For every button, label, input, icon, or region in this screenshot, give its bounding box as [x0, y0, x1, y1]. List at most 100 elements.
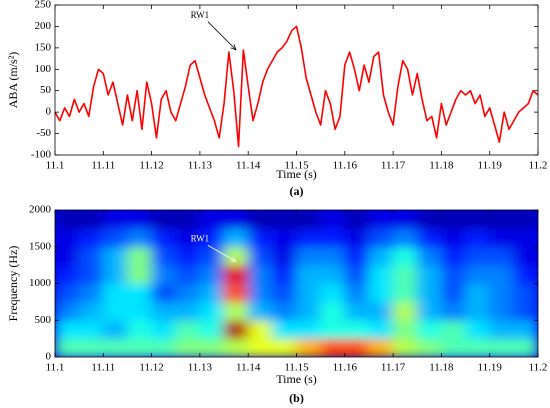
y-tick-label: 0 — [46, 106, 52, 118]
heatmap-cell — [175, 227, 201, 248]
heatmap-cell — [513, 264, 538, 284]
y-tick-label: 0 — [46, 351, 52, 363]
heatmap-cell — [320, 246, 346, 266]
heatmap-cell — [271, 264, 297, 284]
heatmap-cell — [247, 301, 273, 321]
x-tick-label: 11.13 — [188, 160, 213, 172]
x-tick-label: 11.2 — [529, 362, 548, 374]
y-axis-label: ABA (m/s²) — [6, 52, 20, 109]
x-tick-label: 11.12 — [139, 160, 163, 172]
heatmap-cell — [440, 246, 467, 266]
heatmap-cell — [465, 210, 491, 229]
y-tick-label: 50 — [40, 84, 52, 96]
heatmap-cell — [513, 319, 538, 340]
x-tick-label: 11.11 — [91, 160, 115, 172]
heatmap-cell — [416, 301, 442, 321]
y-tick-label: 500 — [35, 314, 52, 326]
heatmap-cell — [102, 319, 128, 340]
heatmap-cell — [296, 246, 322, 266]
heatmap-cell — [513, 210, 538, 229]
heatmap-cell — [223, 301, 249, 321]
x-tick-label: 11.16 — [333, 160, 358, 172]
heatmap-cell — [296, 283, 322, 303]
heatmap-cell — [465, 227, 491, 248]
heatmap-cell — [78, 301, 104, 321]
annotation-text: RW1 — [191, 233, 210, 243]
heatmap-cell — [102, 338, 128, 357]
heatmap-cell — [368, 227, 394, 248]
x-tick-label: 11.18 — [429, 160, 454, 172]
heatmap-cell — [392, 283, 418, 303]
heatmap-cell — [392, 319, 418, 340]
heatmap-cell — [416, 338, 442, 357]
heatmap-cell — [175, 210, 201, 229]
x-tick-label: 11.11 — [91, 362, 115, 374]
heatmap-cell — [344, 319, 370, 340]
x-tick-label: 11.12 — [139, 362, 163, 374]
heatmap-cell — [55, 246, 80, 266]
heatmap-cell — [392, 264, 418, 284]
heatmap-cell — [223, 338, 249, 357]
x-tick-label: 11.19 — [478, 160, 503, 172]
heatmap-cell — [489, 319, 515, 340]
heatmap-cell — [126, 319, 153, 340]
heatmap-cell — [102, 210, 128, 229]
heatmap-cell — [465, 301, 491, 321]
heatmap-cell — [344, 210, 370, 229]
heatmap-cell — [368, 338, 394, 357]
heatmap-cell — [271, 338, 297, 357]
heatmap-cell — [465, 319, 491, 340]
heatmap-cell — [489, 301, 515, 321]
heatmap-cell — [55, 227, 80, 248]
heatmap-cell — [151, 301, 177, 321]
x-tick-label: 11.14 — [236, 362, 261, 374]
x-tick-label: 11.15 — [284, 362, 309, 374]
x-tick-label: 11.13 — [188, 362, 213, 374]
heatmap-cell — [271, 301, 297, 321]
heatmap-cell — [126, 338, 153, 357]
heatmap-cell — [78, 246, 104, 266]
heatmap-cell — [55, 283, 80, 303]
heatmap-cell — [78, 283, 104, 303]
x-tick-label: 11.16 — [333, 362, 358, 374]
x-tick-label: 11.1 — [46, 362, 65, 374]
heatmap-cell — [55, 338, 80, 357]
heatmap-cell — [320, 283, 346, 303]
heatmap-cell — [247, 246, 273, 266]
heatmap-cell — [489, 264, 515, 284]
heatmap-cell — [368, 283, 394, 303]
heatmap-cell — [78, 264, 104, 284]
heatmap-cell — [102, 246, 128, 266]
heatmap-cell — [320, 301, 346, 321]
x-tick-label: 11.2 — [529, 160, 548, 172]
y-axis-label: Frequency (Hz) — [6, 246, 20, 322]
x-tick-label: 11.1 — [46, 160, 65, 172]
x-tick-label: 11.18 — [429, 362, 454, 374]
heatmap-cell — [416, 319, 442, 340]
annotation-arrow — [207, 21, 237, 51]
y-tick-label: -100 — [31, 149, 52, 161]
heatmap-cell — [368, 319, 394, 340]
heatmap-cell — [151, 246, 177, 266]
heatmap-cell — [126, 283, 153, 303]
heatmap-cell — [247, 227, 273, 248]
heatmap-cell — [175, 264, 201, 284]
heatmap-cell — [440, 210, 467, 229]
heatmap-cell — [513, 227, 538, 248]
heatmap-cell — [175, 319, 201, 340]
heatmap-cell — [344, 301, 370, 321]
heatmap-cell — [199, 264, 225, 284]
caption: (b) — [289, 391, 304, 405]
heatmap-cell — [296, 301, 322, 321]
y-tick-label: 250 — [35, 0, 52, 11]
heatmap-cell — [489, 227, 515, 248]
heatmap-cell — [271, 227, 297, 248]
heatmap-cell — [55, 210, 80, 229]
heatmap — [55, 210, 538, 357]
heatmap-cell — [126, 227, 153, 248]
heatmap-cell — [344, 283, 370, 303]
heatmap-cell — [175, 246, 201, 266]
heatmap-cell — [296, 210, 322, 229]
heatmap-cell — [368, 301, 394, 321]
x-tick-label: 11.15 — [284, 160, 309, 172]
